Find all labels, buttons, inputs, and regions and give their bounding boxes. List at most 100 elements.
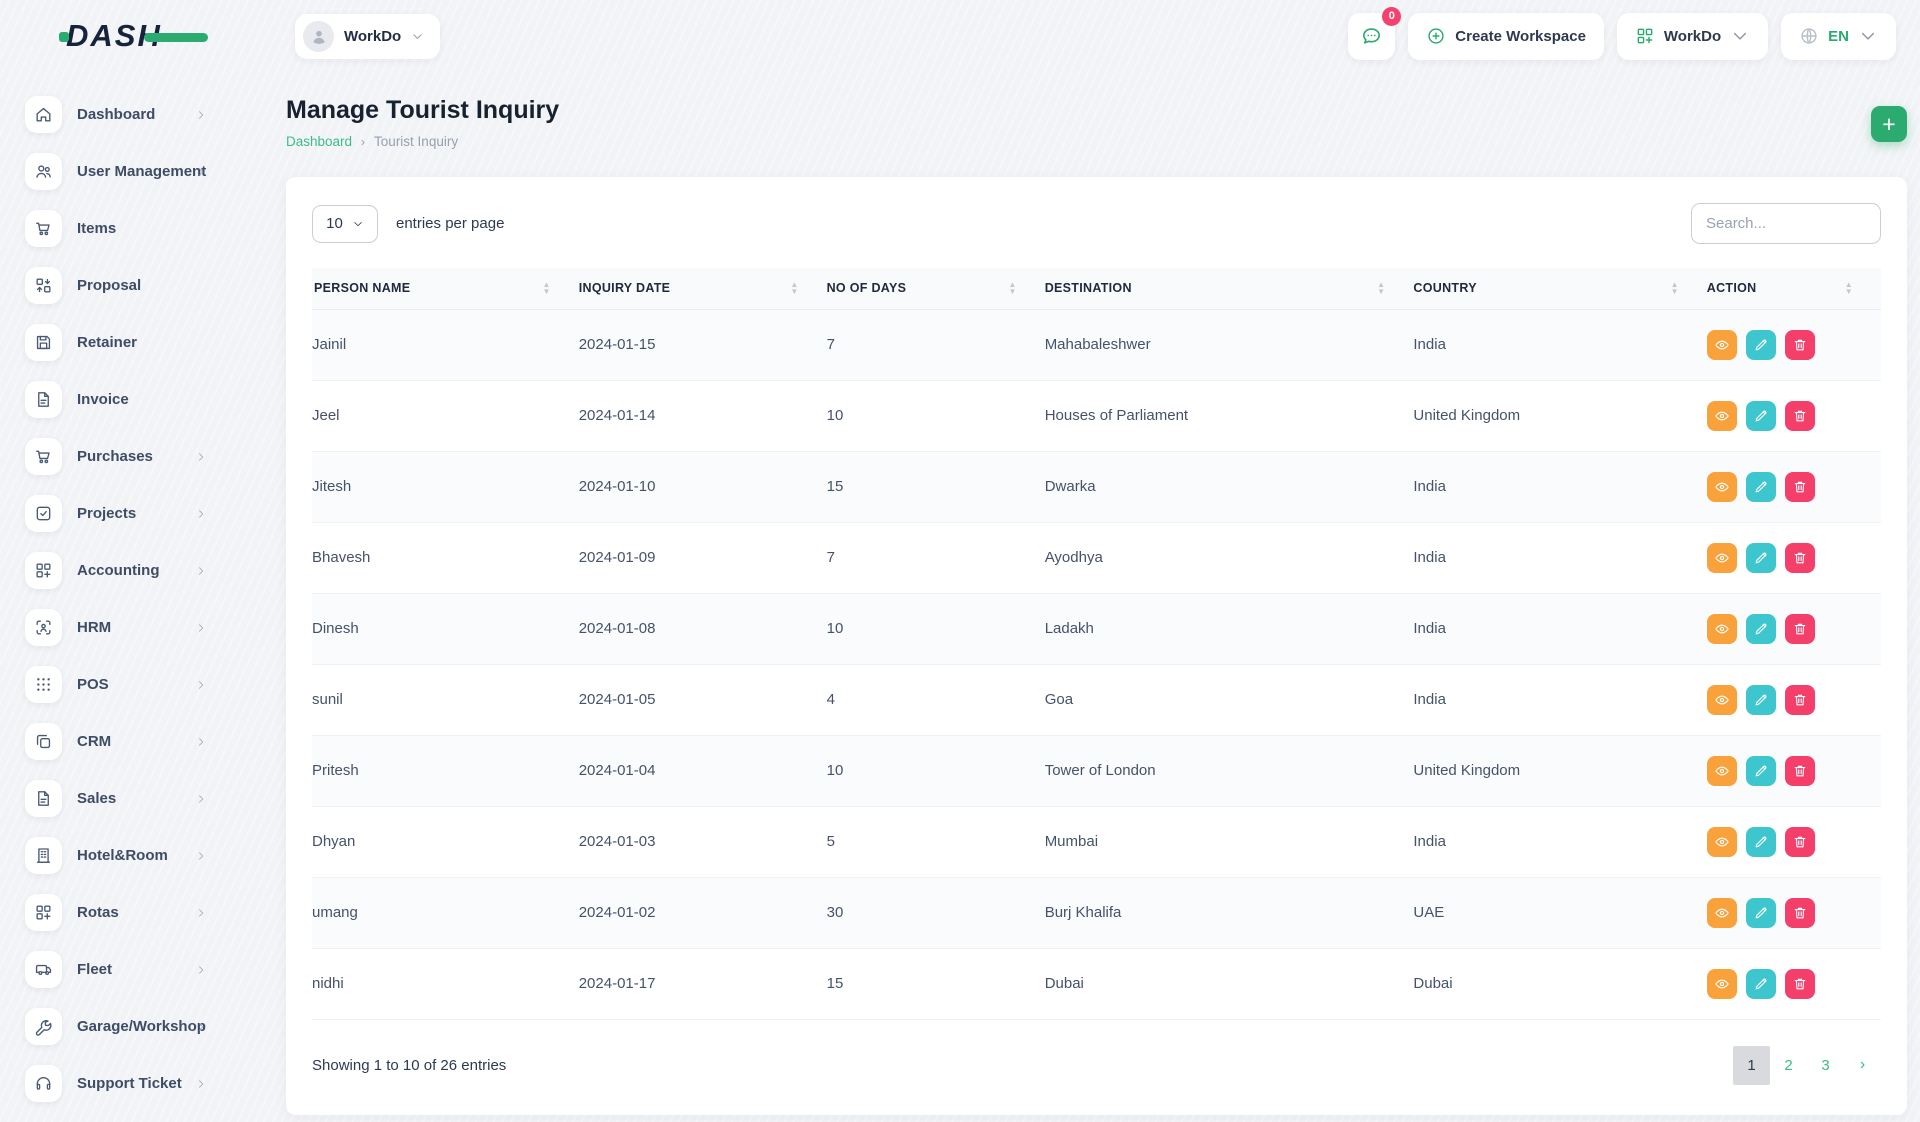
edit-button[interactable] <box>1745 968 1776 999</box>
create-workspace-button[interactable]: Create Workspace <box>1408 12 1604 60</box>
page-1-active-button[interactable]: 1 <box>1733 1045 1770 1085</box>
column-header-person-name[interactable]: PERSON NAME ▲ ▼ <box>312 268 579 310</box>
view-button[interactable] <box>1706 542 1737 573</box>
sidebar-item-proposal[interactable]: Proposal <box>25 267 255 304</box>
inquiry-date-cell: 2024-01-04 <box>578 735 827 807</box>
sidebar-item-fleet[interactable]: Fleet <box>25 951 255 988</box>
sidebar-item-purchases[interactable]: Purchases <box>25 438 255 475</box>
edit-button[interactable] <box>1745 471 1776 502</box>
delete-button[interactable] <box>1784 542 1815 573</box>
sidebar-item-items[interactable]: Items <box>25 210 255 247</box>
person-name-cell: Bhavesh <box>312 522 579 594</box>
table-footer: Showing 1 to 10 of 26 entries 1 2 3 › <box>312 1045 1881 1085</box>
edit-button[interactable] <box>1745 542 1776 573</box>
column-header-action[interactable]: ACTION ▲ ▼ <box>1706 268 1881 310</box>
delete-button[interactable] <box>1784 897 1815 928</box>
view-button[interactable] <box>1706 613 1737 644</box>
delete-button[interactable] <box>1784 471 1815 502</box>
country-cell: India <box>1413 522 1707 594</box>
sidebar-item-sales[interactable]: Sales <box>25 780 255 817</box>
table-row: Jeel 2024-01-14 10 Houses of Parliament Unit… <box>312 380 1881 452</box>
page-2-button[interactable]: 2 <box>1784 1056 1793 1074</box>
view-button[interactable] <box>1706 897 1737 928</box>
pencil-icon <box>1753 763 1769 779</box>
delete-button[interactable] <box>1784 400 1815 431</box>
edit-button[interactable] <box>1745 897 1776 928</box>
delete-button[interactable] <box>1784 329 1815 360</box>
edit-button[interactable] <box>1745 329 1776 360</box>
next-page-button[interactable]: › <box>1859 1056 1866 1073</box>
workspace-menu-button[interactable]: WorkDo <box>1616 12 1769 60</box>
sidebar-item-support-ticket[interactable]: Support Ticket <box>25 1065 255 1102</box>
sort-icon: ▲ ▼ <box>1844 280 1853 297</box>
column-header-country[interactable]: COUNTRY ▲ ▼ <box>1413 268 1707 310</box>
delete-button[interactable] <box>1784 755 1815 786</box>
sidebar-item-dashboard[interactable]: Dashboard <box>25 96 255 133</box>
page-3-button[interactable]: 3 <box>1821 1056 1830 1074</box>
inquiry-date-cell: 2024-01-10 <box>578 451 827 523</box>
table-row: sunil 2024-01-05 4 Goa India <box>312 664 1881 736</box>
sidebar-item-accounting[interactable]: Accounting <box>25 552 255 589</box>
view-button[interactable] <box>1706 400 1737 431</box>
sidebar-item-crm[interactable]: CRM <box>25 723 255 760</box>
edit-button[interactable] <box>1745 826 1776 857</box>
edit-button[interactable] <box>1745 684 1776 715</box>
plus-circle-icon <box>1426 26 1446 46</box>
entries-per-page-select[interactable]: 10 <box>312 204 378 243</box>
view-button[interactable] <box>1706 968 1737 999</box>
sidebar-item-rotas[interactable]: Rotas <box>25 894 255 931</box>
workspace-selector[interactable]: WorkDo <box>295 13 441 59</box>
sidebar-item-hotel-room[interactable]: Hotel&Room <box>25 837 255 874</box>
app-logo[interactable]: DASH <box>59 18 208 54</box>
messages-button[interactable]: 0 <box>1348 6 1402 60</box>
table-header-row: PERSON NAME ▲ ▼ INQUIRY DATE ▲ ▼ NO OF DAYS ▲ ▼ D… <box>312 268 1881 310</box>
view-button[interactable] <box>1706 329 1737 360</box>
column-header-inquiry-date[interactable]: INQUIRY DATE ▲ ▼ <box>578 268 827 310</box>
chevron-right-icon <box>195 964 207 976</box>
delete-button[interactable] <box>1784 826 1815 857</box>
view-button[interactable] <box>1706 826 1737 857</box>
country-cell: UAE <box>1413 877 1707 949</box>
sidebar-item-retainer[interactable]: Retainer <box>25 324 255 361</box>
sidebar-item-invoice[interactable]: Invoice <box>25 381 255 418</box>
edit-button[interactable] <box>1745 613 1776 644</box>
chevron-right-icon <box>195 850 207 862</box>
chevron-down-icon <box>411 30 424 43</box>
sidebar-item-label: Projects <box>77 505 137 522</box>
search-input[interactable] <box>1691 203 1881 244</box>
eye-icon <box>1714 692 1730 708</box>
sidebar-item-garage-workshop[interactable]: Garage/Workshop <box>25 1008 255 1045</box>
sidebar-item-label: Fleet <box>77 961 113 978</box>
breadcrumb-dashboard-link[interactable]: Dashboard <box>286 134 353 149</box>
destination-cell: Ayodhya <box>1044 522 1414 594</box>
sidebar-item-pos[interactable]: POS <box>25 666 255 703</box>
column-header-destination[interactable]: DESTINATION ▲ ▼ <box>1044 268 1414 310</box>
view-button[interactable] <box>1706 684 1737 715</box>
sidebar-item-label: Support Ticket <box>77 1075 182 1092</box>
sidebar-item-user-management[interactable]: User Management <box>25 153 255 190</box>
edit-button[interactable] <box>1745 400 1776 431</box>
edit-button[interactable] <box>1745 755 1776 786</box>
workspace-name: WorkDo <box>344 27 402 45</box>
delete-button[interactable] <box>1784 613 1815 644</box>
language-selector[interactable]: EN <box>1781 12 1896 60</box>
eye-icon <box>1714 479 1730 495</box>
country-cell: India <box>1413 451 1707 523</box>
users-icon <box>25 153 62 190</box>
sidebar-item-projects[interactable]: Projects <box>25 495 255 532</box>
sidebar-item-label: Accounting <box>77 562 160 579</box>
delete-button[interactable] <box>1784 968 1815 999</box>
logo-container: DASH <box>0 18 255 54</box>
no-of-days-cell: 5 <box>826 806 1045 878</box>
inquiry-table-card: 10 entries per page PERSON NAME▲▼INQUIRY… <box>286 177 1907 1115</box>
sidebar-item-hrm[interactable]: HRM <box>25 609 255 646</box>
grid-plus-icon <box>25 552 62 589</box>
page-header: Manage Tourist Inquiry Dashboard › Touri… <box>286 96 1907 149</box>
logo-green-bar <box>143 33 208 42</box>
view-button[interactable] <box>1706 471 1737 502</box>
view-button[interactable] <box>1706 755 1737 786</box>
column-header-no-of-days[interactable]: NO OF DAYS ▲ ▼ <box>826 268 1045 310</box>
delete-button[interactable] <box>1784 684 1815 715</box>
add-inquiry-button[interactable]: + <box>1871 106 1907 142</box>
inquiry-date-cell: 2024-01-05 <box>578 664 827 736</box>
